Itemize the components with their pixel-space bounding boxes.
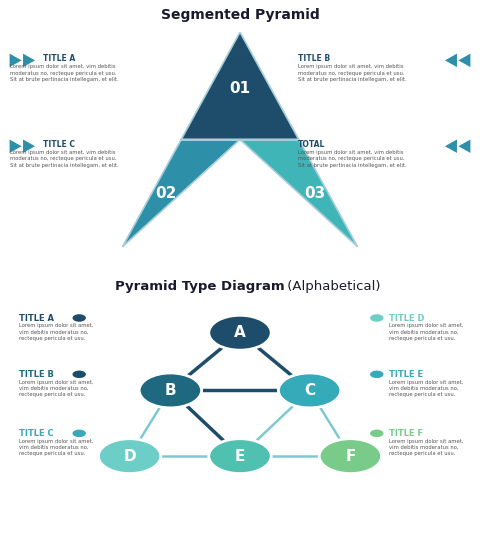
Polygon shape xyxy=(23,139,35,153)
Text: TITLE D: TITLE D xyxy=(389,314,424,323)
Text: Segmented Pyramid: Segmented Pyramid xyxy=(161,8,319,22)
Text: 03: 03 xyxy=(304,186,325,201)
Polygon shape xyxy=(240,139,358,247)
Text: (Alphabetical): (Alphabetical) xyxy=(283,280,381,293)
Text: TITLE A: TITLE A xyxy=(19,314,54,323)
Text: TITLE A: TITLE A xyxy=(43,54,75,63)
Circle shape xyxy=(209,438,271,474)
Polygon shape xyxy=(458,54,470,67)
Text: Lorem ipsum dolor sit amet,
vim debitis moderatus no,
recteque pericula et usu.: Lorem ipsum dolor sit amet, vim debitis … xyxy=(19,380,94,397)
Text: Lorem ipsum dolor sit amet, vim debitis
moderatus no, recteque pericula et usu.
: Lorem ipsum dolor sit amet, vim debitis … xyxy=(10,64,118,82)
Circle shape xyxy=(72,314,86,322)
Circle shape xyxy=(278,373,341,408)
Text: D: D xyxy=(123,449,136,463)
Text: A: A xyxy=(234,325,246,340)
Text: TITLE B: TITLE B xyxy=(19,370,54,379)
Circle shape xyxy=(319,438,382,474)
Circle shape xyxy=(370,314,384,322)
Polygon shape xyxy=(10,139,22,153)
Circle shape xyxy=(72,430,86,437)
Text: TITLE C: TITLE C xyxy=(19,429,54,438)
Text: B: B xyxy=(165,383,176,398)
Text: TITLE C: TITLE C xyxy=(43,139,75,149)
Circle shape xyxy=(209,315,271,350)
Text: Lorem ipsum dolor sit amet, vim debitis
moderatus no, recteque pericula et usu.
: Lorem ipsum dolor sit amet, vim debitis … xyxy=(298,64,406,82)
Text: Lorem ipsum dolor sit amet, vim debitis
moderatus no, recteque pericula et usu.
: Lorem ipsum dolor sit amet, vim debitis … xyxy=(298,150,406,167)
Text: Lorem ipsum dolor sit amet,
vim debitis moderatus no,
recteque pericula et usu.: Lorem ipsum dolor sit amet, vim debitis … xyxy=(389,438,463,456)
Text: Lorem ipsum dolor sit amet,
vim debitis moderatus no,
recteque pericula et usu.: Lorem ipsum dolor sit amet, vim debitis … xyxy=(389,380,463,397)
Text: 02: 02 xyxy=(155,186,176,201)
Text: TOTAL: TOTAL xyxy=(298,139,325,149)
Text: Pyramid Type Diagram: Pyramid Type Diagram xyxy=(115,280,285,293)
Polygon shape xyxy=(458,139,470,153)
Text: E: E xyxy=(235,449,245,463)
Polygon shape xyxy=(445,54,457,67)
Text: TITLE B: TITLE B xyxy=(298,54,330,63)
Polygon shape xyxy=(23,54,35,67)
Text: F: F xyxy=(345,449,356,463)
Polygon shape xyxy=(122,139,240,247)
Text: TITLE E: TITLE E xyxy=(389,370,423,379)
Text: Lorem ipsum dolor sit amet,
vim debitis moderatus no,
recteque pericula et usu.: Lorem ipsum dolor sit amet, vim debitis … xyxy=(389,324,463,341)
Polygon shape xyxy=(10,54,22,67)
Circle shape xyxy=(370,430,384,437)
Text: Lorem ipsum dolor sit amet,
vim debitis moderatus no,
recteque pericula et usu.: Lorem ipsum dolor sit amet, vim debitis … xyxy=(19,324,94,341)
Text: Lorem ipsum dolor sit amet, vim debitis
moderatus no, recteque pericula et usu.
: Lorem ipsum dolor sit amet, vim debitis … xyxy=(10,150,118,167)
Text: C: C xyxy=(304,383,315,398)
Polygon shape xyxy=(181,32,299,139)
Text: TITLE F: TITLE F xyxy=(389,429,423,438)
Circle shape xyxy=(370,371,384,378)
Text: 01: 01 xyxy=(229,81,251,96)
Circle shape xyxy=(98,438,161,474)
Text: Lorem ipsum dolor sit amet,
vim debitis moderatus no,
recteque pericula et usu.: Lorem ipsum dolor sit amet, vim debitis … xyxy=(19,438,94,456)
Circle shape xyxy=(72,371,86,378)
Polygon shape xyxy=(445,139,457,153)
Circle shape xyxy=(139,373,202,408)
